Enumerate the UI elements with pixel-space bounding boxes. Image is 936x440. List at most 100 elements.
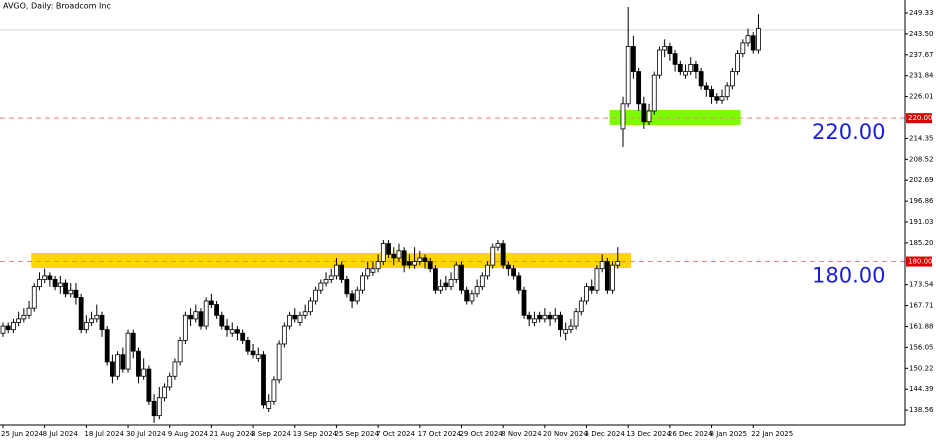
candle-body bbox=[26, 307, 32, 316]
candle-body bbox=[485, 264, 490, 277]
candle-body bbox=[573, 311, 579, 327]
candle-body bbox=[552, 314, 558, 320]
candle-body bbox=[724, 85, 730, 98]
candle-body bbox=[130, 332, 136, 352]
candle-body bbox=[141, 368, 147, 377]
candle-body bbox=[52, 279, 58, 288]
candle-body bbox=[750, 35, 756, 51]
x-tick-label: 9 Aug 2024 bbox=[168, 430, 209, 438]
candle-body bbox=[719, 96, 725, 101]
x-tick-label: 17 Oct 2024 bbox=[418, 430, 462, 438]
candle-body bbox=[730, 71, 735, 87]
candle-body bbox=[631, 46, 636, 72]
candle-body bbox=[318, 282, 324, 291]
candle-body bbox=[594, 268, 600, 291]
candle-body bbox=[386, 243, 391, 255]
candle-body bbox=[120, 354, 126, 370]
x-tick-label: 8 Jul 2024 bbox=[43, 430, 79, 438]
y-tick-label: 237.67 bbox=[909, 51, 934, 59]
candle-body bbox=[271, 379, 277, 402]
candle-body bbox=[474, 286, 480, 295]
candle-body bbox=[136, 350, 141, 377]
candle-body bbox=[532, 318, 537, 323]
candle-body bbox=[125, 332, 131, 370]
candle-body bbox=[610, 264, 615, 291]
y-tick-label: 167.71 bbox=[909, 302, 934, 310]
candle-body bbox=[620, 103, 626, 130]
candle-body bbox=[698, 71, 704, 87]
candle-body bbox=[339, 264, 345, 280]
candle-body bbox=[391, 253, 397, 259]
candle-body bbox=[245, 340, 251, 352]
level-label-box bbox=[906, 256, 932, 267]
candle-body bbox=[443, 282, 449, 288]
candle-body bbox=[167, 375, 173, 388]
candle-body bbox=[479, 275, 485, 288]
y-tick-label: 214.35 bbox=[909, 134, 934, 142]
candle-body bbox=[396, 250, 402, 259]
candle-body bbox=[261, 354, 266, 406]
y-tick-label: 226.01 bbox=[909, 93, 934, 101]
candle-body bbox=[5, 325, 11, 331]
candle-body bbox=[266, 400, 272, 409]
candle-body bbox=[703, 85, 709, 90]
candle-body bbox=[542, 314, 548, 320]
chart-title: AVGO, Daily: Broadcom Inc bbox=[3, 2, 111, 11]
candle-body bbox=[657, 49, 662, 76]
candle-body bbox=[89, 318, 94, 323]
candle-body bbox=[745, 35, 751, 44]
candle-body bbox=[292, 314, 298, 320]
candle-body bbox=[599, 261, 605, 270]
candle-body bbox=[11, 322, 16, 331]
candle-body bbox=[412, 261, 417, 266]
zone bbox=[609, 109, 741, 125]
candle-body bbox=[735, 53, 741, 72]
candle-body bbox=[427, 261, 433, 270]
x-tick-label: 29 Oct 2024 bbox=[459, 430, 503, 438]
candle-body bbox=[57, 282, 63, 288]
candle-body bbox=[156, 397, 162, 417]
candle-body bbox=[188, 314, 193, 320]
candle-body bbox=[714, 96, 720, 101]
candle-body bbox=[375, 261, 381, 270]
candle-body bbox=[110, 361, 115, 377]
zone bbox=[31, 252, 632, 268]
candle-body bbox=[235, 329, 240, 334]
candle-body bbox=[344, 279, 350, 295]
candle-body bbox=[219, 314, 225, 327]
x-tick-label: 21 Aug 2024 bbox=[209, 430, 254, 438]
candle-body bbox=[360, 275, 365, 291]
candle-body bbox=[297, 314, 303, 323]
x-tick-label: 25 Jun 2024 bbox=[1, 430, 44, 438]
x-tick-label: 26 Dec 2024 bbox=[668, 430, 713, 438]
candle-body bbox=[672, 53, 678, 65]
x-tick-label: 22 Jan 2025 bbox=[751, 430, 793, 438]
candle-body bbox=[42, 275, 48, 280]
candle-body bbox=[511, 268, 516, 277]
candle-body bbox=[198, 311, 204, 327]
x-tick-label: 13 Sep 2024 bbox=[293, 430, 338, 438]
candle-body bbox=[307, 300, 313, 313]
plot-area bbox=[0, 7, 905, 423]
x-tick-label: 20 Nov 2024 bbox=[543, 430, 588, 438]
candle-body bbox=[683, 71, 688, 76]
candle-body bbox=[453, 264, 459, 280]
candle-body bbox=[146, 368, 152, 402]
candle-body bbox=[709, 89, 714, 98]
candle-body bbox=[490, 246, 496, 266]
y-tick-label: 161.88 bbox=[909, 322, 934, 330]
candle-body bbox=[547, 314, 553, 320]
candle-body bbox=[500, 243, 506, 266]
candle-body bbox=[740, 42, 746, 55]
candle-body bbox=[636, 71, 642, 105]
y-tick-label: 249.33 bbox=[909, 9, 934, 17]
candle-body bbox=[516, 275, 522, 291]
candle-body bbox=[662, 46, 668, 51]
candle-body bbox=[568, 325, 574, 331]
x-tick-label: 3 Sep 2024 bbox=[251, 430, 291, 438]
candle-body bbox=[255, 354, 261, 359]
candle-body bbox=[193, 311, 199, 320]
